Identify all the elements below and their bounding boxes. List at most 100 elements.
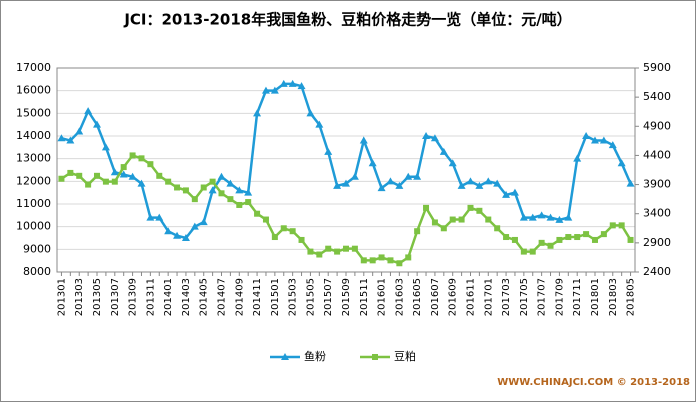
x-tick-label: 201407: [217, 278, 228, 316]
point: [440, 225, 447, 232]
point: [564, 213, 573, 221]
point: [156, 172, 163, 179]
point: [350, 172, 359, 180]
point: [57, 134, 66, 142]
x-tick-label: 201805: [626, 278, 637, 316]
point: [324, 147, 333, 155]
point: [555, 215, 564, 223]
point: [182, 187, 189, 194]
point: [537, 211, 546, 219]
point: [608, 141, 617, 149]
point: [414, 228, 421, 235]
point: [503, 234, 510, 241]
point: [466, 177, 475, 185]
x-tick-label: 201303: [74, 278, 85, 316]
point: [245, 199, 252, 206]
x-tick-label: 201403: [181, 278, 192, 316]
point: [316, 251, 323, 258]
x-tick-label: 201509: [341, 278, 352, 316]
point: [84, 107, 93, 115]
point: [574, 234, 581, 241]
point: [288, 79, 297, 87]
point: [102, 178, 109, 185]
x-tick-label: 201301: [56, 278, 67, 316]
y-tick-label: 12000: [16, 174, 51, 187]
point: [439, 147, 448, 155]
footer: WWW.CHINAJCI.COM © 2013-2018: [497, 377, 690, 388]
y-tick-label: 14000: [16, 129, 51, 142]
point: [484, 177, 493, 185]
point: [502, 190, 511, 198]
point: [396, 260, 403, 267]
point: [75, 127, 84, 135]
point: [519, 213, 528, 221]
y2-tick-label: 2900: [643, 236, 671, 249]
point: [343, 245, 349, 252]
y-tick-label: 9000: [23, 242, 51, 255]
point: [138, 155, 145, 162]
point: [590, 136, 599, 144]
x-tick-label: 201405: [199, 278, 210, 316]
x-tick-label: 201709: [554, 278, 565, 316]
x-tick-label: 201603: [394, 278, 405, 316]
point: [147, 161, 154, 168]
y-tick-label: 8000: [23, 265, 51, 278]
point: [164, 227, 173, 235]
point: [431, 219, 438, 226]
point: [334, 248, 341, 255]
point: [372, 354, 378, 360]
point: [582, 132, 591, 139]
point: [306, 109, 315, 117]
point: [485, 216, 492, 223]
point: [422, 132, 431, 139]
point: [110, 168, 119, 176]
point: [262, 216, 269, 223]
point: [190, 222, 199, 230]
y2-tick-label: 5900: [643, 61, 671, 74]
y-tick-label: 11000: [16, 197, 51, 210]
y2-tick-label: 5400: [643, 90, 671, 103]
point: [111, 178, 118, 185]
point: [546, 213, 555, 221]
point: [609, 222, 616, 229]
x-tick-label: 201305: [92, 278, 103, 316]
legend-label: 豆粕: [394, 349, 416, 363]
x-tick-label: 201505: [305, 278, 316, 316]
point: [129, 152, 136, 159]
point: [119, 170, 128, 178]
point: [510, 188, 519, 196]
point: [67, 169, 74, 176]
point: [209, 178, 216, 185]
point: [244, 188, 253, 196]
point: [271, 234, 278, 241]
point: [270, 86, 279, 94]
y-tick-label: 17000: [16, 61, 51, 74]
point: [173, 231, 182, 239]
point: [467, 204, 474, 211]
point: [200, 184, 207, 191]
point: [236, 201, 243, 208]
x-tick-label: 201605: [412, 278, 423, 316]
point: [529, 248, 536, 255]
point: [369, 257, 376, 264]
point: [315, 120, 324, 128]
point: [325, 245, 332, 252]
point: [599, 136, 608, 144]
point: [538, 239, 545, 246]
point: [146, 213, 155, 221]
point: [235, 186, 244, 194]
point: [298, 236, 305, 243]
point: [413, 172, 422, 180]
y2-tick-label: 3400: [643, 207, 671, 220]
y2-tick-label: 3900: [643, 178, 671, 191]
x-tick-label: 201309: [128, 278, 139, 316]
point: [261, 86, 270, 94]
x-tick-label: 201411: [252, 278, 263, 316]
point: [94, 172, 101, 179]
x-tick-label: 201601: [377, 278, 388, 316]
x-tick-label: 201703: [501, 278, 512, 316]
point: [430, 134, 439, 142]
x-tick-label: 201705: [519, 278, 530, 316]
point: [279, 79, 288, 87]
point: [449, 216, 456, 223]
